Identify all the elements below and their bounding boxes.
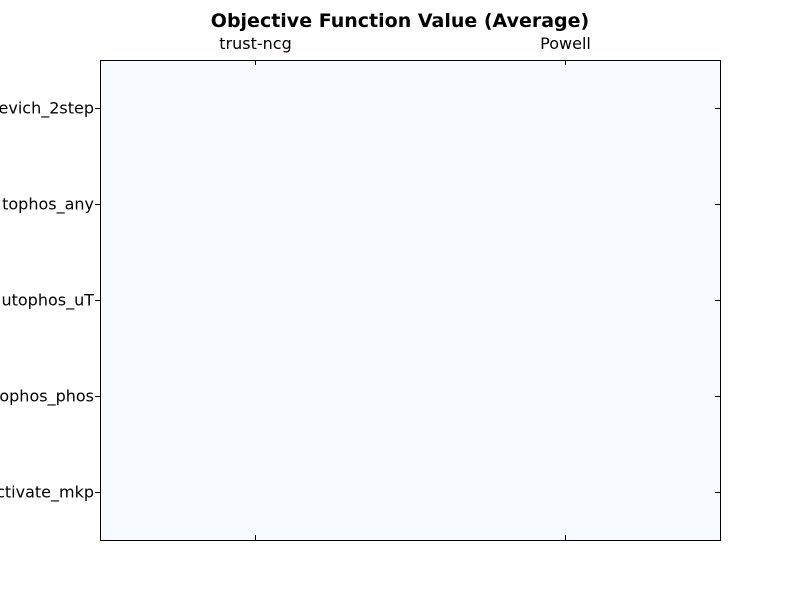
y-tick-label: ctivate_mkp — [0, 483, 94, 503]
y-tick-label: utophos_uT — [1, 291, 94, 311]
heatmap-cell — [100, 252, 411, 349]
heatmap-cell — [100, 444, 411, 541]
heatmap-cell — [100, 348, 411, 445]
heatmap-cell — [410, 348, 721, 445]
heatmap-cell — [410, 156, 721, 253]
x-tick-label: trust-ncg — [219, 34, 291, 53]
heatmap-cell — [410, 60, 721, 157]
heatmap-cell — [100, 60, 411, 157]
heatmap-cell — [410, 252, 721, 349]
heatmap-cell — [100, 156, 411, 253]
chart-title: Objective Function Value (Average) — [211, 10, 589, 32]
y-tick-label: evich_2step — [0, 99, 94, 119]
heatmap-cell — [410, 444, 721, 541]
heatmap-cells — [100, 60, 721, 541]
x-tick-label: Powell — [540, 34, 591, 53]
y-tick-label: tophos_any — [2, 195, 94, 215]
y-tick-label: ophos_phos — [0, 387, 94, 407]
